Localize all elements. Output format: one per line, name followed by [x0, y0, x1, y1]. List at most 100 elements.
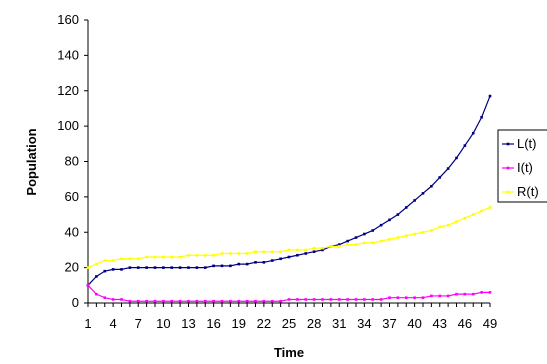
data-point [145, 299, 148, 303]
data-point [162, 266, 165, 269]
data-point [421, 192, 425, 195]
data-point [203, 253, 207, 257]
data-point [229, 264, 232, 268]
data-point [455, 156, 458, 160]
data-point [187, 299, 190, 303]
data-point [170, 255, 174, 259]
data-point [279, 250, 282, 254]
x-axis: 1 4 7 10 13 16 19 22 25 28 31 34 37 40 43 46 49 [84, 302, 497, 331]
data-point [388, 296, 391, 299]
data-point [86, 266, 90, 269]
data-point [379, 223, 383, 227]
data-point [162, 255, 165, 259]
y-tick-label: 100 [57, 118, 79, 133]
data-point [145, 266, 148, 269]
data-point [463, 292, 467, 296]
y-tick-label: 20 [65, 260, 79, 275]
data-point [296, 298, 299, 301]
data-point [438, 176, 442, 179]
data-point [120, 298, 123, 301]
data-point [455, 220, 458, 223]
y-axis-title: Population [24, 128, 39, 195]
data-point [287, 248, 291, 252]
data-point [413, 296, 416, 299]
data-point [270, 299, 274, 303]
data-point [136, 299, 140, 303]
data-point [254, 261, 257, 264]
data-point [245, 262, 249, 266]
data-point [254, 250, 257, 254]
data-point [413, 232, 416, 236]
data-point [195, 299, 199, 303]
y-tick-label: 160 [57, 12, 79, 27]
data-point [270, 259, 274, 262]
data-point [396, 236, 400, 239]
data-point [304, 252, 308, 255]
data-point [103, 296, 107, 299]
data-point [430, 229, 433, 232]
data-point [346, 243, 349, 246]
x-tick-label: 16 [206, 316, 220, 331]
y-tick-label: 40 [65, 224, 79, 239]
series-it [86, 284, 492, 303]
data-point [162, 299, 165, 303]
data-point [212, 299, 215, 303]
data-point [430, 184, 433, 188]
data-point [220, 252, 224, 255]
data-point [421, 296, 425, 299]
data-point [321, 298, 324, 301]
x-tick-label: 46 [458, 316, 472, 331]
data-point [455, 292, 458, 296]
y-axis: 0 20 40 60 80 100 120 140 160 [57, 12, 89, 310]
data-point [178, 255, 182, 259]
data-point [120, 268, 123, 271]
x-tick-label: 4 [110, 316, 117, 331]
data-point [220, 299, 224, 303]
data-point [337, 298, 341, 301]
data-point [237, 299, 241, 303]
legend-swatch-marker [506, 190, 510, 194]
data-point [296, 248, 299, 252]
data-point [212, 253, 215, 257]
data-point [430, 294, 433, 298]
x-tick-label: 31 [332, 316, 346, 331]
data-point [471, 213, 475, 216]
data-point [128, 299, 132, 303]
x-tick-label: 1 [84, 316, 91, 331]
data-point [480, 115, 483, 119]
data-point [404, 234, 408, 238]
series-layer [86, 94, 492, 303]
data-point [111, 298, 115, 301]
data-point [220, 264, 224, 268]
data-point [304, 298, 308, 301]
data-point [95, 262, 98, 266]
y-tick-label: 0 [72, 295, 79, 310]
y-tick-label: 120 [57, 83, 79, 98]
data-point [287, 298, 291, 301]
data-point [153, 255, 157, 259]
data-point [195, 266, 199, 269]
data-point [145, 255, 148, 259]
data-point [354, 298, 358, 301]
data-point [229, 299, 232, 303]
x-tick-label: 49 [483, 316, 497, 331]
data-point [471, 131, 475, 135]
series-line [87, 206, 491, 269]
x-tick-label: 22 [257, 316, 271, 331]
data-point [128, 266, 132, 269]
data-point [463, 144, 467, 147]
data-point [195, 253, 199, 257]
data-point [187, 266, 190, 269]
data-point [396, 213, 400, 216]
data-point [153, 299, 157, 303]
data-point [136, 257, 140, 261]
legend-label: I(t) [517, 160, 533, 175]
data-point [463, 216, 467, 220]
legend-swatch-marker [506, 142, 510, 146]
data-point [103, 259, 107, 262]
x-tick-label: 25 [282, 316, 296, 331]
legend-box [497, 129, 547, 203]
legend-label: R(t) [517, 184, 539, 199]
data-point [262, 299, 266, 303]
data-point [363, 241, 366, 245]
